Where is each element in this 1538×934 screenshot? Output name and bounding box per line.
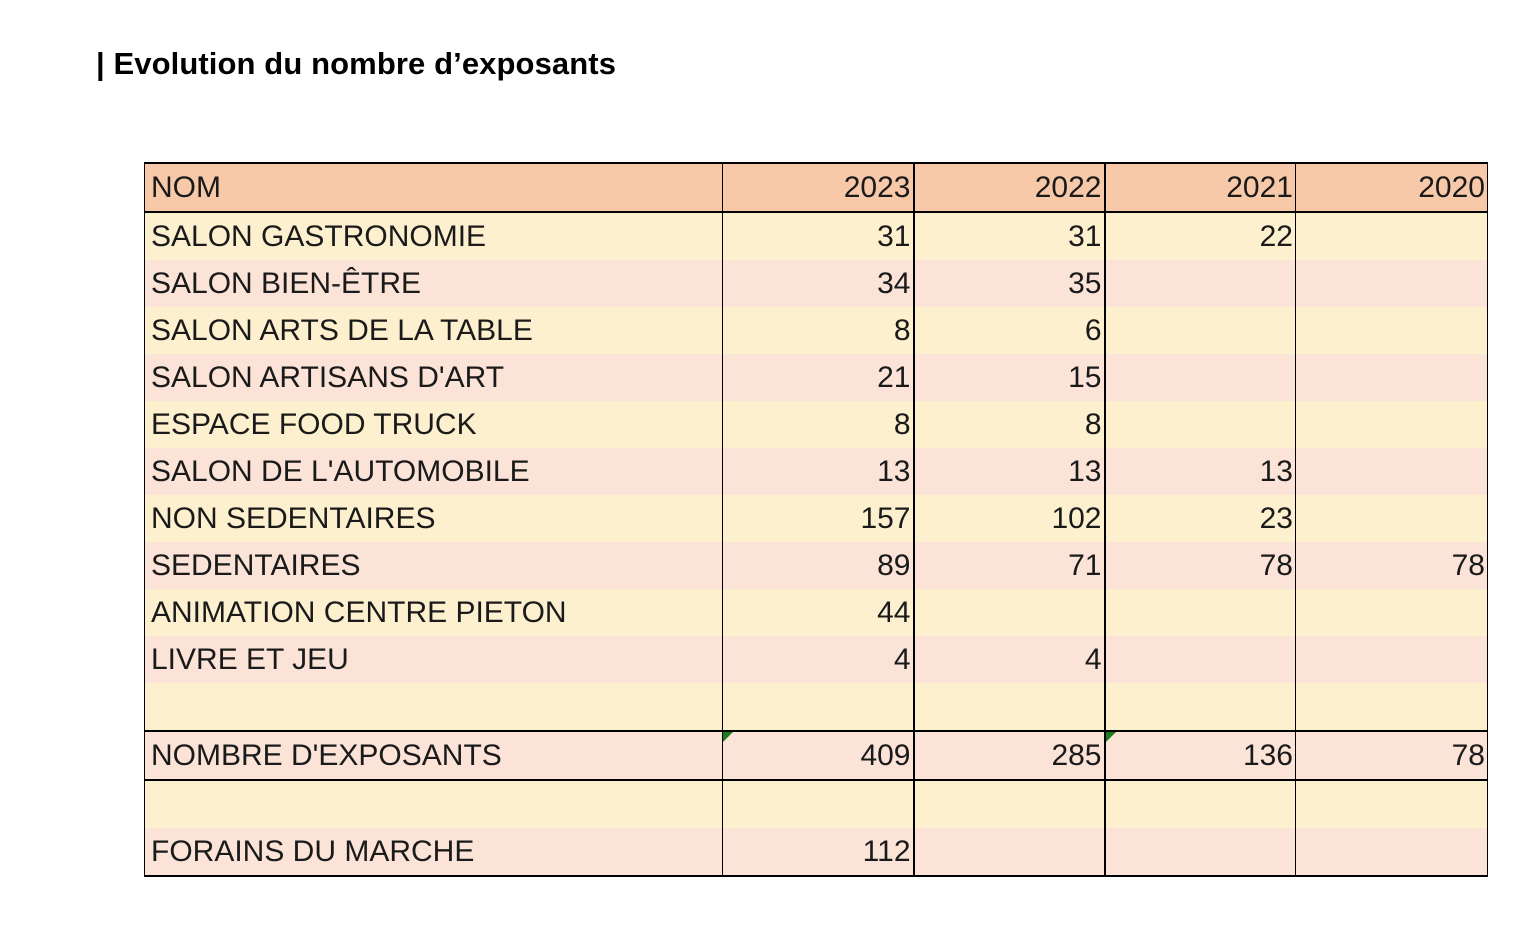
forains-cell-2023: 112: [722, 828, 914, 877]
value-cell-2020: [1295, 401, 1488, 448]
row-name-cell: SALON DE L'AUTOMOBILE: [144, 448, 723, 495]
value-cell-2022: [912, 683, 1105, 731]
value-cell-2022: [912, 780, 1105, 828]
total-cell-2020: 78: [1295, 730, 1488, 781]
forains-cell-2020: [1295, 828, 1488, 877]
value-cell-2020: [1295, 780, 1488, 828]
row-name-cell: SALON ARTS DE LA TABLE: [144, 307, 723, 354]
page-title: | Evolution du nombre d’exposants: [96, 46, 617, 81]
value-cell-2020: 78: [1295, 542, 1488, 589]
table-row-empty: [144, 683, 1488, 731]
total-value-2023: 409: [860, 739, 911, 772]
row-name-cell: SEDENTAIRES: [144, 542, 723, 589]
value-cell-2020: [1295, 589, 1488, 636]
formula-indicator-icon: [723, 733, 733, 742]
row-name-cell: NON SEDENTAIRES: [144, 495, 723, 542]
value-cell-2022: 31: [912, 212, 1105, 260]
value-cell-2020: [1295, 212, 1488, 260]
value-cell-2022: 71: [912, 542, 1105, 589]
value-cell-2020: [1295, 683, 1488, 731]
row-name-cell: ANIMATION CENTRE PIETON: [144, 589, 723, 636]
value-cell-2022: 102: [912, 495, 1105, 542]
value-cell-2021: [1103, 260, 1296, 307]
table-row: ESPACE FOOD TRUCK 8 8: [144, 401, 1488, 448]
total-value-2021: 136: [1242, 739, 1293, 772]
exhibitors-table: NOM 2023 2022 2021 2020 SALON GASTRONOMI…: [144, 162, 1488, 877]
formula-indicator-icon: [1106, 733, 1116, 742]
row-name-cell: ESPACE FOOD TRUCK: [144, 401, 723, 448]
table-row: SALON DE L'AUTOMOBILE 13 13 13: [144, 448, 1488, 495]
value-cell-2023: 31: [722, 212, 914, 260]
value-cell-2021: 78: [1103, 542, 1296, 589]
forains-cell-2022: [912, 828, 1105, 877]
table-row: SALON ARTISANS D'ART 21 15: [144, 354, 1488, 401]
value-cell-2020: [1295, 307, 1488, 354]
value-cell-2020: [1295, 495, 1488, 542]
value-cell-2023: 157: [722, 495, 914, 542]
total-cell-2022: 285: [912, 730, 1105, 781]
table-row: LIVRE ET JEU 4 4: [144, 636, 1488, 683]
row-name-cell: LIVRE ET JEU: [144, 636, 723, 683]
value-cell-2020: [1295, 260, 1488, 307]
table-row: NON SEDENTAIRES 157 102 23: [144, 495, 1488, 542]
total-row: NOMBRE D'EXPOSANTS 409 285 136 78: [144, 730, 1488, 781]
value-cell-2023: 8: [722, 401, 914, 448]
total-label-cell: NOMBRE D'EXPOSANTS: [144, 730, 723, 781]
value-cell-2020: [1295, 636, 1488, 683]
value-cell-2023: 44: [722, 589, 914, 636]
forains-row: FORAINS DU MARCHE 112: [144, 828, 1488, 877]
value-cell-2021: [1103, 354, 1296, 401]
row-name-cell: SALON BIEN-ÊTRE: [144, 260, 723, 307]
header-cell-2021: 2021: [1103, 162, 1296, 213]
value-cell-2023: 8: [722, 307, 914, 354]
forains-label-cell: FORAINS DU MARCHE: [144, 828, 723, 877]
value-cell-2022: 15: [912, 354, 1105, 401]
value-cell-2021: 22: [1103, 212, 1296, 260]
value-cell-2022: [912, 589, 1105, 636]
value-cell-2023: 13: [722, 448, 914, 495]
header-cell-2022: 2022: [912, 162, 1105, 213]
header-cell-nom: NOM: [144, 162, 723, 213]
table-header-row: NOM 2023 2022 2021 2020: [144, 162, 1488, 213]
table-row: SALON BIEN-ÊTRE 34 35: [144, 260, 1488, 307]
value-cell-2022: 6: [912, 307, 1105, 354]
row-name-cell: [144, 780, 723, 828]
row-name-cell: SALON GASTRONOMIE: [144, 212, 723, 260]
value-cell-2022: 13: [912, 448, 1105, 495]
header-cell-2020: 2020: [1295, 162, 1488, 213]
value-cell-2021: 13: [1103, 448, 1296, 495]
value-cell-2022: 35: [912, 260, 1105, 307]
table-row-empty: [144, 780, 1488, 828]
value-cell-2022: 4: [912, 636, 1105, 683]
value-cell-2023: 34: [722, 260, 914, 307]
value-cell-2023: [722, 780, 914, 828]
value-cell-2021: 23: [1103, 495, 1296, 542]
total-cell-2023: 409: [722, 730, 914, 781]
total-cell-2021: 136: [1103, 730, 1296, 781]
value-cell-2022: 8: [912, 401, 1105, 448]
value-cell-2021: [1103, 683, 1296, 731]
table-row: SALON ARTS DE LA TABLE 8 6: [144, 307, 1488, 354]
forains-cell-2021: [1103, 828, 1296, 877]
value-cell-2021: [1103, 401, 1296, 448]
table-row: SEDENTAIRES 89 71 78 78: [144, 542, 1488, 589]
table-row: ANIMATION CENTRE PIETON 44: [144, 589, 1488, 636]
value-cell-2021: [1103, 307, 1296, 354]
value-cell-2020: [1295, 448, 1488, 495]
row-name-cell: SALON ARTISANS D'ART: [144, 354, 723, 401]
value-cell-2023: 89: [722, 542, 914, 589]
table-row: SALON GASTRONOMIE 31 31 22: [144, 212, 1488, 260]
value-cell-2020: [1295, 354, 1488, 401]
value-cell-2021: [1103, 780, 1296, 828]
value-cell-2023: [722, 683, 914, 731]
value-cell-2023: 21: [722, 354, 914, 401]
header-cell-2023: 2023: [722, 162, 914, 213]
value-cell-2021: [1103, 589, 1296, 636]
row-name-cell: [144, 683, 723, 731]
value-cell-2023: 4: [722, 636, 914, 683]
value-cell-2021: [1103, 636, 1296, 683]
exhibitors-table-container: NOM 2023 2022 2021 2020 SALON GASTRONOMI…: [144, 162, 1488, 877]
